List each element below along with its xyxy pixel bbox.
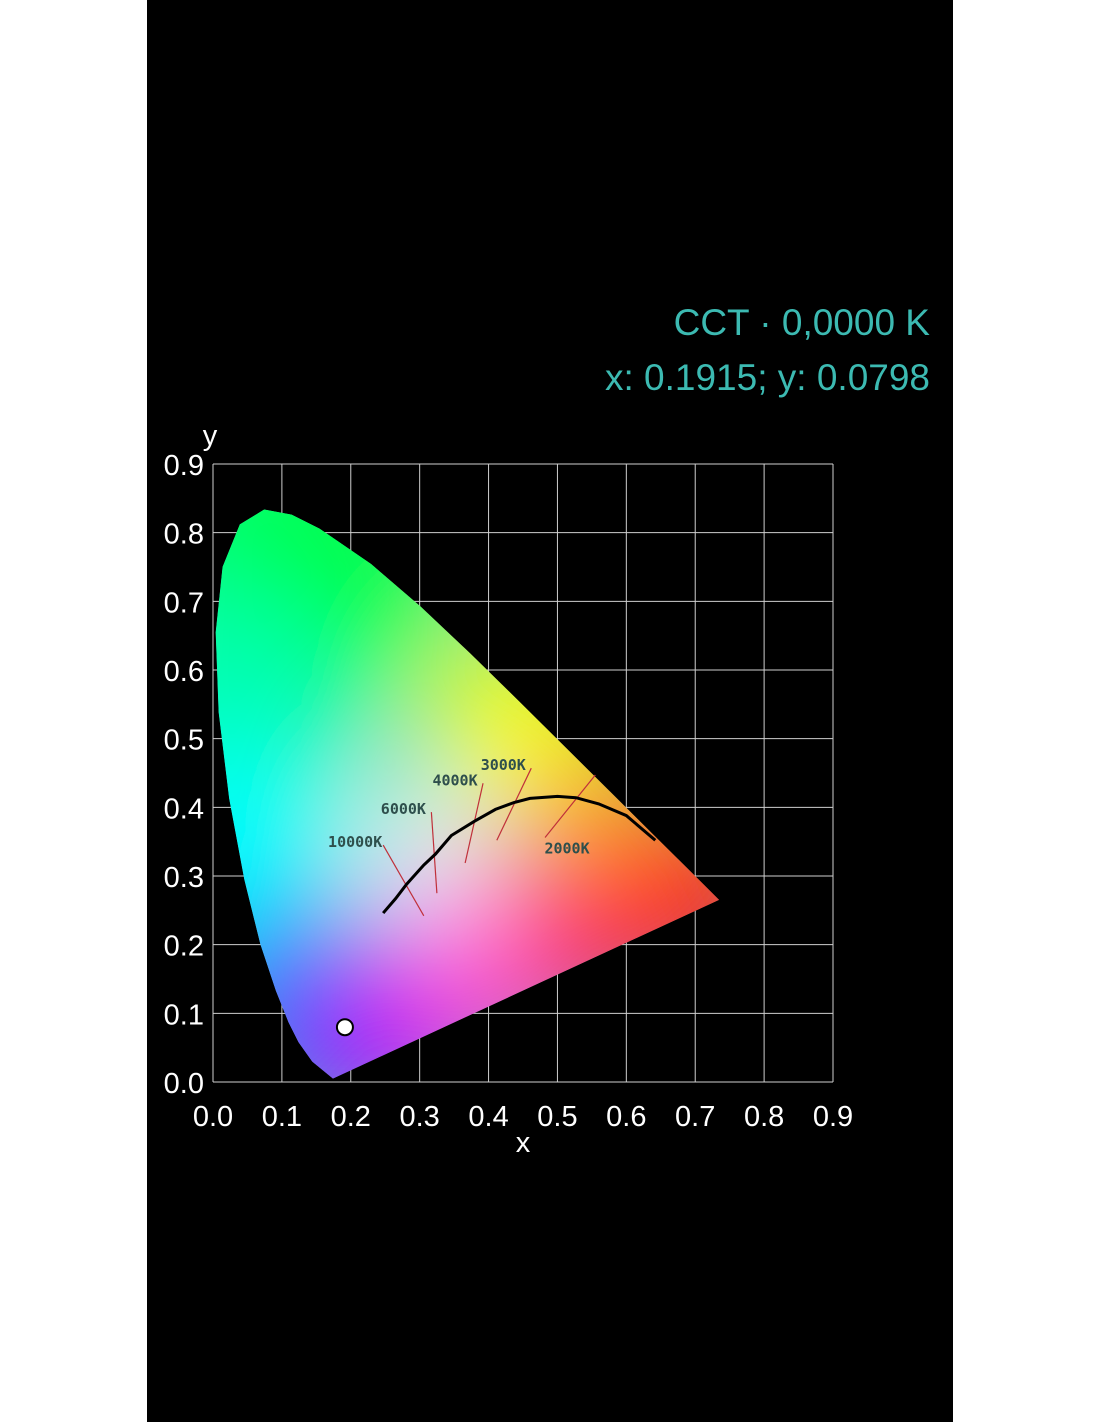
x-tick-label: 0.8 <box>744 1101 784 1133</box>
x-tick-label: 0.5 <box>537 1101 577 1133</box>
isotherm-label: 3000K <box>481 756 526 774</box>
y-tick-label: 0.0 <box>164 1068 204 1100</box>
x-tick-label: 0.3 <box>400 1101 440 1133</box>
x-tick-label: 0.2 <box>331 1101 371 1133</box>
x-tick-label: 0.7 <box>675 1101 715 1133</box>
y-tick-label: 0.6 <box>164 656 204 688</box>
x-tick-label: 0.4 <box>468 1101 508 1133</box>
y-tick-label: 0.9 <box>164 450 204 482</box>
y-tick-label: 0.5 <box>164 725 204 757</box>
x-axis-label: x <box>516 1127 531 1159</box>
y-tick-label: 0.3 <box>164 862 204 894</box>
isotherm-line <box>496 767 532 841</box>
measured-point-marker[interactable] <box>335 1018 354 1037</box>
cct-readout: CCT · 0,0000 K <box>673 302 930 343</box>
xy-coordinates-readout: x: 0.1915; y: 0.0798 <box>604 357 930 398</box>
y-tick-label: 0.4 <box>164 793 204 825</box>
isotherm-label: 4000K <box>432 771 477 789</box>
y-tick-label: 0.8 <box>164 519 204 551</box>
y-axis-label: y <box>203 420 218 452</box>
isotherm-line <box>544 774 596 838</box>
y-tick-label: 0.2 <box>164 931 204 963</box>
x-tick-label: 0.6 <box>606 1101 646 1133</box>
y-tick-label: 0.1 <box>164 999 204 1031</box>
isotherm-label: 10000K <box>328 833 382 851</box>
x-tick-label: 0.1 <box>262 1101 302 1133</box>
planckian-locus <box>382 794 657 915</box>
isotherm-label: 2000K <box>544 840 589 858</box>
color-gamut-fill <box>215 509 720 1079</box>
x-tick-label: 0.9 <box>813 1101 853 1133</box>
y-tick-label: 0.7 <box>164 587 204 619</box>
isotherm-label: 6000K <box>381 800 426 818</box>
x-tick-label: 0.0 <box>193 1101 233 1133</box>
isotherm-line <box>382 844 425 917</box>
tick-labels: 0.0 0.1 0.2 0.3 0.4 0.5 0.6 0.7 0.8 0.9 0.0 0.1 0.2 0… <box>164 450 853 1133</box>
isotherm-line <box>430 812 438 894</box>
